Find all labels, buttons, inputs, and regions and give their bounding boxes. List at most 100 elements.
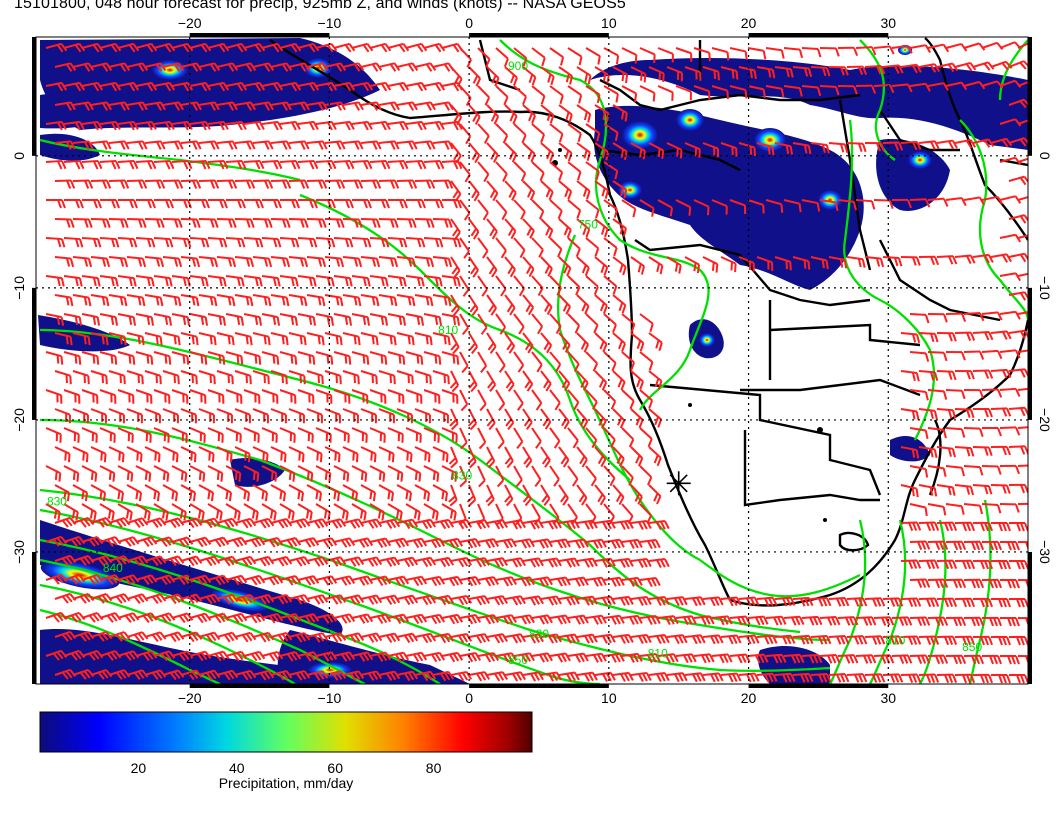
wind-barb bbox=[765, 47, 785, 59]
wind-barb bbox=[909, 540, 931, 551]
wind-barb bbox=[234, 256, 255, 268]
wind-barb bbox=[126, 179, 148, 189]
wind-barb bbox=[414, 62, 437, 72]
wind-barb bbox=[352, 199, 372, 209]
wind-barb bbox=[153, 275, 173, 287]
wind-barb bbox=[90, 517, 113, 528]
wind-barb bbox=[342, 556, 365, 567]
wind-barb bbox=[252, 101, 274, 111]
wind-barb bbox=[90, 294, 110, 307]
wind-barb bbox=[414, 670, 437, 682]
wind-barb bbox=[666, 142, 683, 159]
wind-barb bbox=[171, 389, 189, 404]
wind-barb bbox=[756, 66, 776, 79]
wind-barb bbox=[936, 484, 956, 496]
contour-label: 750 bbox=[578, 217, 598, 231]
wind-barb bbox=[711, 47, 730, 61]
wind-barb bbox=[162, 446, 179, 463]
wind-barb bbox=[540, 633, 562, 644]
wind-barb bbox=[108, 484, 125, 502]
wind-barb bbox=[846, 597, 868, 607]
wind-barb bbox=[927, 465, 947, 477]
wind-barb bbox=[531, 427, 542, 449]
wind-barb bbox=[513, 161, 527, 182]
wind-barb bbox=[477, 538, 499, 549]
wind-barb bbox=[144, 332, 163, 346]
wind-barb bbox=[801, 615, 823, 626]
wind-barb bbox=[486, 294, 497, 316]
wind-barb bbox=[549, 351, 562, 373]
wind-barb bbox=[450, 256, 461, 278]
wind-barb bbox=[945, 427, 966, 438]
wind-barb bbox=[378, 594, 401, 605]
wind-barb bbox=[594, 218, 609, 238]
wind-barb bbox=[522, 557, 544, 568]
wind-barb bbox=[144, 294, 164, 307]
wind-barb bbox=[558, 332, 571, 353]
wind-barb bbox=[297, 465, 314, 482]
wind-barb bbox=[621, 538, 643, 549]
wind-barb bbox=[900, 370, 920, 382]
wind-barb bbox=[54, 332, 73, 346]
wind-barb bbox=[648, 370, 663, 390]
wind-barb bbox=[549, 313, 562, 334]
wind-barb bbox=[441, 389, 459, 404]
wind-barb bbox=[189, 159, 211, 170]
wind-barb bbox=[450, 294, 460, 317]
wind-barb bbox=[414, 179, 436, 189]
wind-barb bbox=[711, 615, 733, 626]
wind-barb bbox=[45, 313, 65, 326]
wind-barb bbox=[333, 613, 356, 624]
lon-tick-label-bottom: 30 bbox=[880, 690, 896, 706]
wind-barb bbox=[999, 310, 1021, 320]
wind-barb bbox=[531, 85, 546, 105]
wind-barb bbox=[1000, 617, 1020, 627]
wind-barb bbox=[423, 613, 446, 625]
wind-barb bbox=[432, 294, 452, 307]
wind-barb bbox=[351, 159, 373, 170]
wind-barb bbox=[162, 179, 184, 189]
wind-barb bbox=[927, 427, 947, 439]
wind-barb bbox=[126, 669, 149, 680]
wind-barb bbox=[882, 64, 904, 74]
wind-barb bbox=[936, 597, 958, 608]
wind-barb bbox=[972, 253, 994, 264]
lon-tick-label-bottom: −10 bbox=[318, 690, 342, 706]
wind-barb bbox=[558, 519, 580, 530]
wind-barb bbox=[666, 66, 683, 82]
precip-area bbox=[590, 58, 1028, 150]
wind-barb bbox=[522, 519, 544, 530]
wind-barb bbox=[72, 218, 93, 228]
wind-barb bbox=[558, 104, 573, 124]
wind-barb bbox=[477, 237, 489, 259]
wind-barb bbox=[918, 484, 938, 497]
wind-barb bbox=[423, 651, 446, 663]
wind-barb bbox=[63, 159, 85, 170]
wind-barb bbox=[729, 47, 748, 61]
wind-barb bbox=[171, 275, 191, 287]
wind-barb bbox=[108, 101, 130, 111]
wind-barb bbox=[207, 275, 227, 287]
wind-barb bbox=[405, 503, 421, 521]
wind-barb bbox=[990, 407, 1012, 417]
wind-barb bbox=[441, 575, 464, 587]
wind-barb bbox=[72, 256, 93, 268]
wind-barb bbox=[837, 46, 859, 57]
wind-barb bbox=[468, 519, 491, 530]
wind-barb bbox=[360, 140, 382, 150]
lon-tick-label-top: −20 bbox=[178, 15, 202, 31]
wind-barb bbox=[603, 237, 618, 257]
wind-barb bbox=[306, 556, 329, 567]
wind-barb bbox=[756, 672, 778, 683]
wind-barb bbox=[567, 614, 589, 625]
wind-barb bbox=[486, 370, 497, 393]
wind-barb bbox=[153, 159, 175, 170]
wind-barb bbox=[621, 576, 643, 587]
wind-barb bbox=[891, 198, 912, 209]
wind-barb bbox=[117, 574, 140, 585]
wind-barb bbox=[180, 256, 201, 268]
wind-barb bbox=[333, 120, 355, 131]
wind-barb bbox=[585, 576, 607, 587]
wind-barb bbox=[540, 256, 553, 277]
wind-barb bbox=[81, 503, 97, 521]
